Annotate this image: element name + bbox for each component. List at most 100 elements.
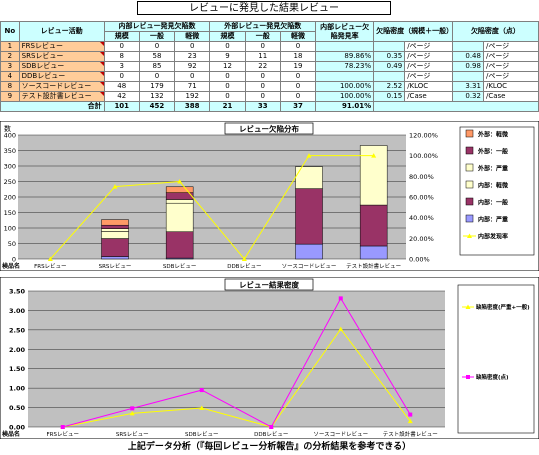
- rate-point: [241, 256, 247, 261]
- row-cell: 0: [279, 71, 317, 82]
- row-density-unit: /KLOC: [404, 81, 453, 92]
- row-density-pts: 0.98: [451, 61, 484, 72]
- row-no: 2: [0, 51, 20, 62]
- total-cell: 452: [138, 101, 176, 112]
- bar-segment: [359, 204, 388, 247]
- density-line: [62, 297, 411, 428]
- row-density-unit: /ページ: [404, 41, 453, 52]
- legend-marker: [466, 375, 470, 379]
- table-row: 9 テスト設計書レビュー 42 132 192 0 0 0 100.00% 0.15/Case 0.…: [0, 91, 539, 102]
- legend-label: 缺陷密度(点): [476, 373, 509, 381]
- y-tick-label: 200: [4, 194, 16, 202]
- defect-distribution-svg: レビュー欠陥分布 数 0 50 100 150 200 250 300 350 400 0.00% 20…: [0, 120, 539, 272]
- chart-title: レビュー結果密度: [239, 280, 299, 290]
- density-point: [338, 296, 343, 301]
- chart-title-box: [224, 278, 314, 291]
- total-label: 合計: [0, 101, 105, 112]
- row-density-pts: [451, 41, 484, 52]
- legend-swatch: [465, 180, 474, 189]
- row-cell: 9: [209, 51, 246, 62]
- x-tick-label: FRSレビュー: [47, 430, 79, 438]
- bar-segment: [295, 243, 323, 260]
- row-activity: DDBレビュー: [18, 71, 105, 82]
- total-rate: 91.01%: [315, 101, 375, 112]
- y-tick-label: 2.00: [9, 346, 26, 354]
- row-cell: 0: [209, 91, 246, 102]
- rate-point: [306, 153, 312, 158]
- row-cell: 192: [174, 91, 211, 102]
- x-axis-label: 検品名: [2, 262, 20, 270]
- bar-segment: [101, 231, 129, 239]
- row-cell: 92: [174, 61, 211, 72]
- row-rate: 100.00%: [315, 81, 375, 92]
- row-density-pts: [451, 71, 484, 82]
- row-cell: 0: [279, 41, 317, 52]
- x-tick-label: テスト設計書レビュー: [346, 262, 401, 270]
- legend-swatch: [465, 146, 474, 155]
- y-tick-label: 400: [4, 132, 16, 140]
- row-cell: 132: [138, 91, 176, 102]
- row-density-scale: 2.52: [373, 81, 406, 92]
- row-density-unit: /ページ: [482, 41, 539, 52]
- bar-segment: [165, 202, 194, 232]
- header-internal-rate: 内部レビュー欠陥発見率: [315, 21, 375, 42]
- footer-note: 上記データ分析（『毎回レビュー分析報告』の分析結果を参考できる）: [0, 439, 539, 455]
- density-point: [199, 405, 205, 410]
- table-row: 4 DDBレビュー 0 0 0 0 0 0/ページ/ページ: [0, 71, 539, 82]
- subheader-cell: 一般: [138, 31, 176, 42]
- total-cell: 21: [209, 101, 246, 112]
- bar-segment: [165, 186, 194, 193]
- bar-segment: [359, 245, 388, 260]
- total-cell: 101: [103, 101, 140, 112]
- bar-segment: [101, 224, 129, 229]
- y2-tick-label: 100.00%: [409, 152, 438, 160]
- row-no: 4: [0, 71, 20, 82]
- row-cell: 19: [279, 61, 317, 72]
- bar-segment: [165, 192, 194, 200]
- density-point: [130, 406, 135, 411]
- row-cell: 8: [103, 51, 140, 62]
- row-density-scale: 0.15: [373, 91, 406, 102]
- legend-label: 缺陷密度(严重+一般): [476, 303, 530, 311]
- y2-tick-label: 40.00%: [409, 214, 434, 222]
- row-density-scale: [373, 41, 406, 52]
- legend-label: 内部：一般: [478, 199, 509, 207]
- row-density-unit: /ページ: [404, 71, 453, 82]
- legend-label: 外部：軽微: [477, 131, 509, 139]
- header-external: 外部レビュー発見欠陥数: [209, 21, 317, 32]
- y-tick-label: 100: [4, 225, 16, 233]
- x-axis-label: 検品名: [2, 430, 20, 438]
- row-no: 3: [0, 61, 20, 72]
- y2-tick-label: 20.00%: [409, 235, 434, 243]
- bar-segment: [101, 228, 129, 232]
- rate-line: [49, 155, 374, 260]
- x-tick-label: SDBレビュー: [185, 430, 219, 438]
- row-cell: 0: [209, 81, 246, 92]
- bar-segment: [165, 231, 194, 259]
- row-density-unit: /Case: [482, 91, 539, 102]
- row-cell: 85: [138, 61, 176, 72]
- density-point: [60, 425, 65, 429]
- legend-swatch: [465, 214, 474, 223]
- y2-tick-label: 60.00%: [409, 194, 434, 202]
- y-tick-label: 3.00: [9, 307, 26, 315]
- legend-swatch: [465, 129, 474, 138]
- density-point: [408, 412, 413, 417]
- row-density-scale: 0.49: [373, 61, 406, 72]
- row-cell: 0: [244, 41, 281, 52]
- y-tick-label: 3.50: [9, 288, 26, 296]
- bar-segment: [101, 256, 129, 260]
- subheader-cell: 軽微: [279, 31, 317, 42]
- x-tick-label: ソースコードレビュー: [282, 262, 337, 270]
- y-tick-label: 250: [4, 178, 16, 186]
- total-empty: [373, 101, 539, 112]
- row-density-unit: /ページ: [404, 51, 453, 62]
- density-point: [407, 418, 413, 424]
- row-cell: 0: [244, 91, 281, 102]
- rate-point: [371, 153, 377, 158]
- total-cell: 33: [244, 101, 281, 112]
- review-summary-table: No レビュー活動 内部レビュー発見欠陥数 外部レビュー発見欠陥数 内部レビュー…: [0, 21, 539, 112]
- density-point: [129, 410, 135, 416]
- row-rate: [315, 41, 375, 52]
- y-tick-label: 150: [4, 209, 16, 217]
